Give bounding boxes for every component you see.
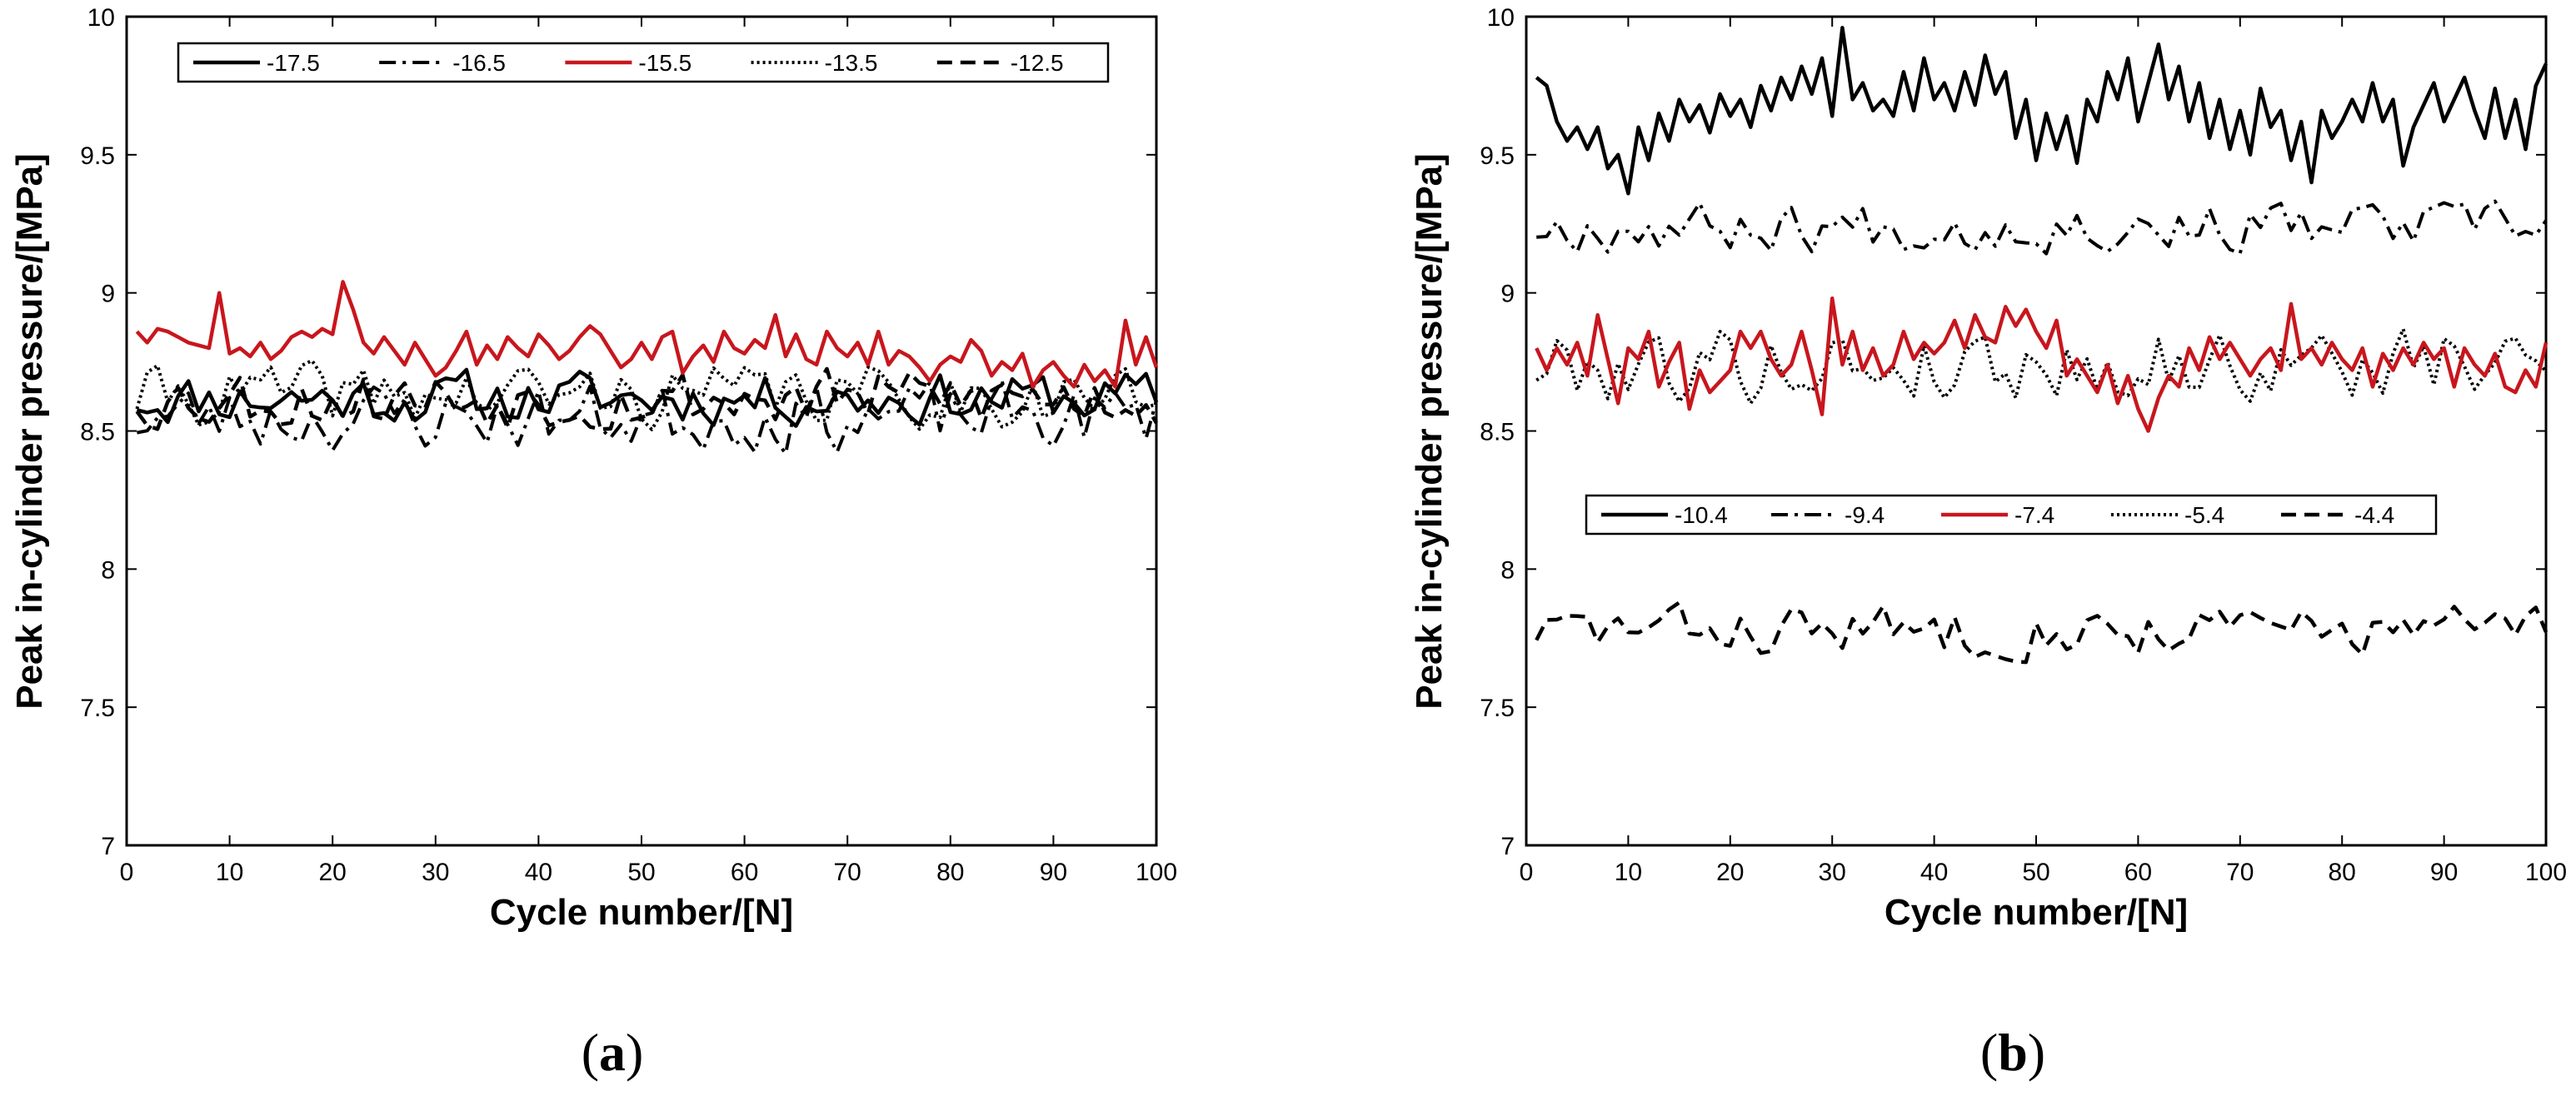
y-tick-label-b: 8.5 (1480, 419, 1515, 446)
legend-label-b: -4.4 (2354, 502, 2394, 528)
x-tick-label-b: 20 (1716, 859, 1744, 886)
legend-label-a: -12.5 (1011, 50, 1064, 76)
x-tick-label-a: 20 (319, 859, 347, 886)
series-line--12_5-a (135, 366, 1158, 431)
x-tick-label-b: 60 (2124, 859, 2152, 886)
x-tick-label-a: 100 (1136, 859, 1177, 886)
x-tick-label-b: 70 (2226, 859, 2254, 886)
ticks-a: 0 10 20 30 40 50 60 70 80 90 100 7 7.5 8 8.5 9 9.5 10 (80, 4, 1177, 886)
x-tick-label-a: 90 (1040, 859, 1067, 886)
series-b (1535, 26, 2549, 665)
legend-label-a: -16.5 (452, 50, 506, 76)
legend-label-a: -13.5 (825, 50, 878, 76)
series-line--10_4-b (1535, 26, 2549, 196)
series-line--4_4-b (1535, 600, 2549, 665)
y-axis-title-a: Peak in-cylinder pressure/[MPa] (9, 153, 50, 710)
legend-b: -10.4 -9.4 -7.4 -5.4 -4.4 (1585, 494, 2438, 536)
y-tick-label-b: 7 (1500, 833, 1515, 860)
y-tick-label-a: 8.5 (80, 419, 115, 446)
series-a (135, 280, 1159, 456)
y-tick-label-b: 9 (1500, 281, 1515, 308)
panel-a: 0 10 20 30 40 50 60 70 80 90 100 7 7.5 8 8.5 9 9.5 10 -17… (9, 4, 1177, 1082)
y-tick-label-a: 7.5 (80, 695, 115, 722)
series-line--5_4-b (1535, 327, 2548, 406)
panel-label-a: (a) (582, 1023, 644, 1082)
y-axis-title-b: Peak in-cylinder pressure/[MPa] (1409, 153, 1450, 710)
x-tick-label-a: 60 (731, 859, 758, 886)
y-tick-label-a: 10 (87, 4, 115, 32)
x-axis-title-b: Cycle number/[N] (1885, 892, 2188, 933)
x-tick-label-a: 30 (422, 859, 449, 886)
x-tick-label-b: 80 (2329, 859, 2356, 886)
x-axis-title-a: Cycle number/[N] (490, 892, 793, 933)
legend-a: -17.5 -16.5 -15.5 -13.5 -12.5 (177, 42, 1110, 83)
x-tick-label-b: 30 (1819, 859, 1846, 886)
legend-label-a: -17.5 (267, 50, 320, 76)
y-tick-label-a: 8 (101, 556, 115, 584)
x-tick-label-a: 80 (936, 859, 964, 886)
plot-frame-b (1525, 15, 2548, 847)
series-line--7_4-b (1535, 296, 2549, 433)
y-tick-label-b: 8 (1500, 556, 1515, 584)
legend-label-b: -7.4 (2014, 502, 2054, 528)
series-line--16_5-a (137, 379, 1158, 456)
x-tick-label-b: 10 (1615, 859, 1642, 886)
panel-b: 0 10 20 30 40 50 60 70 80 90 100 7 7.5 8 8.5 9 9.5 10 -10… (1409, 4, 2567, 1082)
series-line--15_5-a (135, 280, 1159, 389)
legend-label-b: -9.4 (1845, 502, 1885, 528)
x-tick-label-b: 90 (2430, 859, 2458, 886)
legend-label-b: -10.4 (1675, 502, 1728, 528)
legend-box-a (177, 42, 1110, 83)
x-tick-label-a: 50 (627, 859, 655, 886)
y-tick-label-a: 7 (101, 833, 115, 860)
x-tick-label-b: 50 (2022, 859, 2049, 886)
y-tick-label-a: 9 (101, 281, 115, 308)
x-tick-label-a: 70 (834, 859, 861, 886)
x-tick-label-a: 0 (120, 859, 134, 886)
plot-frame-a (125, 15, 1158, 847)
y-tick-label-a: 9.5 (80, 142, 115, 170)
panel-label-b: (b) (1980, 1023, 2045, 1082)
series-line--13_5-a (135, 358, 1157, 431)
y-tick-label-b: 10 (1487, 4, 1515, 32)
legend-label-a: -15.5 (638, 50, 691, 76)
x-tick-label-b: 100 (2525, 859, 2567, 886)
ticks-b: 0 10 20 30 40 50 60 70 80 90 100 7 7.5 8 8.5 9 9.5 10 (1480, 4, 2567, 886)
series-line--9_4-b (1536, 199, 2548, 256)
x-tick-label-a: 10 (216, 859, 243, 886)
y-tick-label-b: 7.5 (1480, 695, 1515, 722)
x-tick-label-b: 40 (1920, 859, 1948, 886)
x-tick-label-a: 40 (525, 859, 552, 886)
y-tick-label-b: 9.5 (1480, 142, 1515, 170)
legend-label-b: -5.4 (2184, 502, 2224, 528)
x-tick-label-b: 0 (1520, 859, 1534, 886)
